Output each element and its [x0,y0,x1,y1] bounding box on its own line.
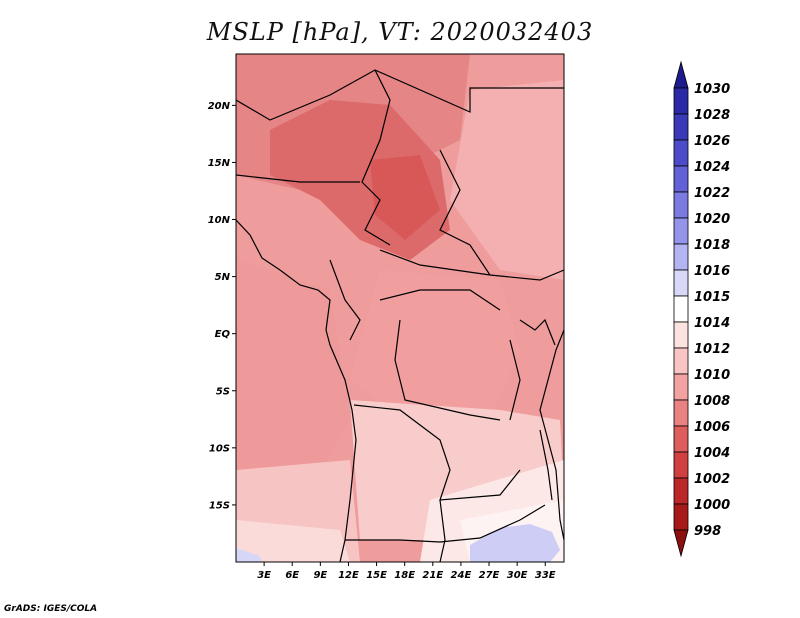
colorbar-label: 1002 [694,472,730,487]
colorbar-label: 1014 [694,316,730,331]
border-great-lakes [509,339,521,421]
border-niger-chad [361,69,391,246]
colorbar-bottom-arrow [673,529,689,558]
colorbar-label: 1024 [694,160,730,175]
field-high-pressure [470,524,560,562]
border-south [345,504,546,543]
lake-victoria [519,318,556,346]
colorbar-label: 1015 [694,290,730,305]
colorbar-segment [673,165,689,193]
lat-tick-label: 5S [216,386,230,397]
lon-tick-label: 6E [285,570,299,581]
colorbar-segment [673,295,689,323]
colorbar-label: 1028 [694,108,730,123]
colorbar-segment [673,87,689,115]
lon-tick-label: 15E [366,570,387,581]
field-chad-core [370,155,440,240]
colorbar-label: 1000 [694,498,730,513]
lon-tick-label: 27E [479,570,500,581]
colorbar-label: 1018 [694,238,730,253]
colorbar-label: 1012 [694,342,730,357]
lat-tick-label: 15N [208,158,231,169]
colorbar-segment [673,113,689,141]
colorbar-segment [673,243,689,271]
colorbar-segment [673,451,689,479]
colorbar-label: 1020 [694,212,730,227]
lon-tick-label: 9E [313,570,327,581]
map-title: MSLP [hPa], VT: 2020032403 [206,18,594,46]
colorbar-label: 1010 [694,368,730,383]
field-southwest-light [236,520,350,562]
lat-tick-label: EQ [215,329,231,340]
longitude-axis: 3E 6E 9E 12E 15E 18E 21E 24E 27E 30E 33E [257,562,556,581]
lon-tick-label: 18E [394,570,415,581]
colorbar-label: 1008 [694,394,730,409]
border-angola [353,404,521,501]
colorbar-segment [673,503,689,531]
colorbar-segment [673,269,689,297]
east-coastline [539,329,564,541]
lon-tick-label: 21E [422,570,443,581]
border-namibia [439,499,446,562]
lat-tick-label: 10N [208,215,231,226]
colorbar-segment [673,373,689,401]
west-coastline [236,219,357,562]
lon-tick-label: 3E [257,570,271,581]
latitude-axis: 20N 15N 10N 5N EQ 5S 10S 15S [208,101,236,511]
colorbar-label: 1030 [694,82,730,97]
border-cameroon [329,259,361,341]
colorbar-label: 998 [694,524,721,539]
lat-tick-label: 15S [209,500,230,511]
lat-tick-label: 20N [208,101,231,112]
border-sudan [439,149,491,276]
field-high-sw [236,548,262,562]
colorbar-segment [673,139,689,167]
field-east-light [450,80,564,280]
footer-credit: GrADS: IGES/COLA [4,604,98,614]
colorbar-top-arrow [673,60,689,89]
colorbar-label: 1022 [694,186,730,201]
lat-tick-label: 10S [209,443,230,454]
field-atlantic [236,260,350,480]
lon-tick-label: 12E [338,570,359,581]
lon-tick-label: 33E [535,570,556,581]
pressure-field [236,54,564,562]
colorbar-label: 1016 [694,264,730,279]
field-congo [350,270,520,420]
border-malawi [539,429,553,501]
colorbar-segment [673,191,689,219]
colorbar-segment [673,347,689,375]
lon-tick-label: 24E [451,570,472,581]
border-congo-north [379,289,501,311]
border-drc [394,319,501,421]
coastlines-borders [236,69,564,562]
colorbar: 1030 1028 1026 1024 1022 1020 1018 1016 1015 1014… [673,60,730,558]
colorbar-segment [673,477,689,505]
colorbar-segment [673,425,689,453]
colorbar-segment [673,321,689,349]
colorbar-label: 1006 [694,420,730,435]
colorbar-segment [673,217,689,245]
border-sahel [236,174,360,183]
colorbar-label: 1004 [694,446,730,461]
colorbar-label: 1026 [694,134,730,149]
colorbar-segment [673,399,689,427]
map-frame [235,53,565,563]
lon-tick-label: 30E [507,570,528,581]
border-car [379,249,564,281]
lat-tick-label: 5N [215,272,231,283]
